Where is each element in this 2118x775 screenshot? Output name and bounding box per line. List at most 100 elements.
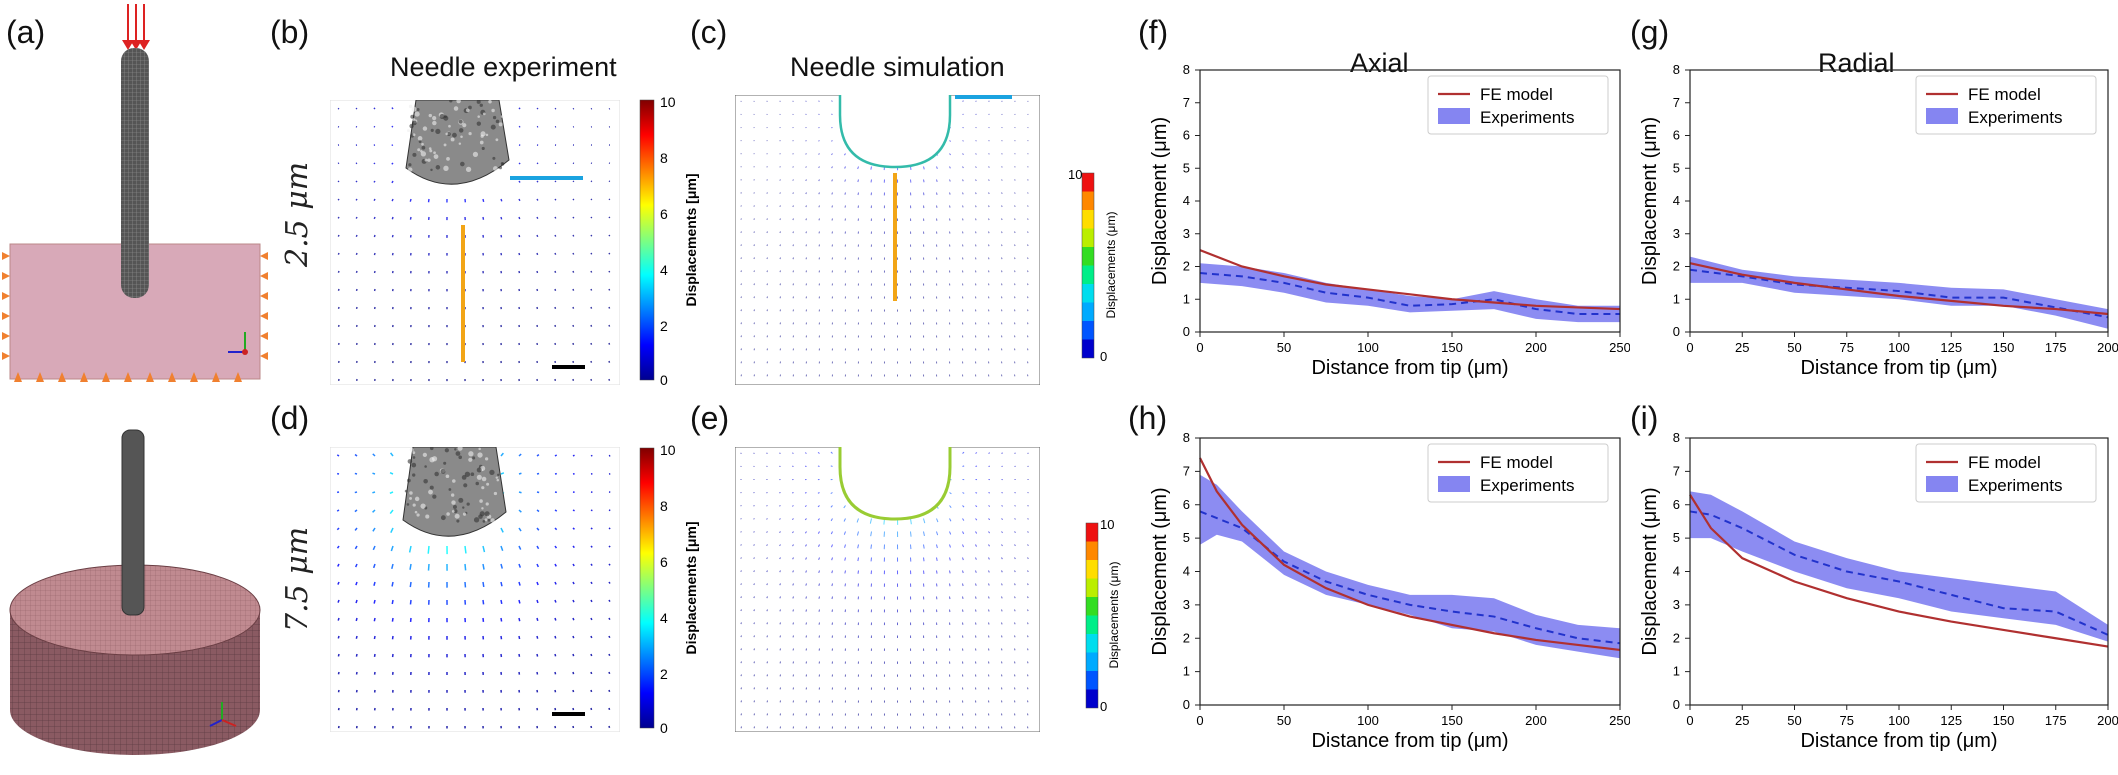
displacement-vector (845, 180, 846, 182)
displacement-vector (767, 219, 768, 220)
displacement-vector (1028, 245, 1029, 246)
displacement-vector (555, 217, 556, 218)
displacement-vector (806, 232, 807, 234)
displacement-vector (780, 636, 781, 638)
displacement-vector (766, 519, 767, 520)
displacement-vector (767, 636, 768, 638)
displacement-vector (806, 206, 807, 208)
displacement-vector (1028, 597, 1029, 599)
displacement-vector (537, 473, 539, 474)
y-tick-label: 0 (1673, 324, 1680, 339)
y-tick-label: 3 (1183, 226, 1190, 241)
displacement-vector (537, 235, 538, 237)
displacement-vector (989, 245, 990, 247)
displacement-vector (573, 528, 574, 529)
displacement-vector (501, 235, 502, 237)
displacement-vector (1028, 532, 1029, 533)
displacement-vector (741, 571, 742, 572)
colorbar-label: Displacements [μm] (683, 521, 699, 654)
x-tick-label: 0 (1686, 713, 1693, 728)
displacement-vector (754, 232, 755, 233)
legend-label-fe-model: FE model (1968, 85, 2041, 104)
heading-needle-simulation: Needle simulation (790, 52, 1005, 83)
displacement-vector (1002, 597, 1003, 599)
displacement-vector (1015, 271, 1016, 273)
displacement-vector (989, 167, 990, 168)
y-tick-label: 2 (1183, 259, 1190, 274)
displacement-vector (1002, 623, 1003, 625)
displacement-vector (356, 199, 357, 200)
displacement-vector (819, 154, 820, 155)
displacement-vector (767, 597, 768, 599)
displacement-vector (989, 180, 990, 181)
displacement-vector (519, 582, 520, 586)
displacement-vector (1015, 232, 1016, 233)
legend-label-experiments: Experiments (1968, 476, 2062, 495)
displacement-vector (591, 672, 592, 674)
displacement-vector (555, 108, 556, 109)
displacement-vector (609, 307, 610, 309)
displacement-vector (555, 654, 556, 656)
displacement-vector (754, 271, 755, 272)
displacement-vector (1028, 623, 1029, 625)
displacement-vector (793, 245, 794, 247)
legend-label-experiments: Experiments (1968, 108, 2062, 127)
displacement-vector (501, 600, 502, 604)
displacement-vector (989, 453, 990, 454)
displacement-vector (465, 546, 466, 553)
displacement-vector (1028, 571, 1029, 572)
displacement-vector (392, 126, 393, 127)
y-tick-label: 6 (1673, 128, 1680, 143)
displacement-vector (741, 206, 742, 207)
displacement-vector (741, 167, 742, 168)
x-axis-label: Distance from tip (μm) (1311, 730, 1508, 752)
displacement-vector (591, 510, 592, 511)
colorbar-tick: 0 (1100, 349, 1107, 364)
y-tick-label: 3 (1183, 597, 1190, 612)
displacement-vector (356, 618, 357, 621)
displacement-vector (573, 510, 575, 511)
colorbar-label: Displacements (μm) (1107, 562, 1121, 669)
displacement-vector (392, 217, 393, 219)
displacement-vector (1002, 506, 1003, 507)
displacement-vector (754, 623, 755, 625)
displacement-vector (555, 582, 556, 584)
x-tick-label: 175 (2045, 713, 2067, 728)
displacement-vector (1028, 219, 1029, 220)
displacement-vector (1002, 636, 1003, 638)
displacement-vector (780, 193, 781, 194)
y-tick-label: 1 (1183, 291, 1190, 306)
displacement-vector (767, 271, 768, 273)
displacement-vector (741, 545, 742, 546)
displacement-vector (741, 519, 742, 520)
displacement-vector (741, 610, 742, 611)
y-axis-label: Displacement (μm) (1640, 117, 1661, 285)
displacement-vector (741, 219, 742, 220)
y-tick-label: 6 (1673, 497, 1680, 512)
displacement-vector (793, 232, 794, 234)
displacement-vector (1015, 453, 1016, 454)
displacement-vector (573, 289, 574, 291)
displacement-vector (793, 180, 794, 181)
displacement-vector (831, 466, 833, 467)
displacement-vector (374, 126, 375, 127)
displacement-vector (591, 271, 592, 272)
displacement-vector (374, 600, 375, 604)
displacement-vector (609, 582, 610, 583)
y-tick-label: 0 (1183, 324, 1190, 339)
displacement-vector (831, 101, 832, 102)
x-tick-label: 100 (1357, 713, 1379, 728)
displacement-vector (1002, 180, 1003, 181)
y-tick-label: 7 (1183, 463, 1190, 478)
displacement-vector (537, 217, 538, 219)
needle-tip-outline (840, 95, 950, 167)
y-tick-label: 2 (1673, 259, 1680, 274)
displacement-vector (573, 271, 574, 273)
displacement-vector (1028, 180, 1029, 181)
displacement-vector (780, 232, 781, 233)
displacement-vector (609, 672, 610, 674)
x-tick-label: 200 (2097, 340, 2118, 355)
displacement-vector (767, 167, 768, 168)
displacement-vector (609, 271, 610, 272)
x-tick-label: 0 (1196, 713, 1203, 728)
